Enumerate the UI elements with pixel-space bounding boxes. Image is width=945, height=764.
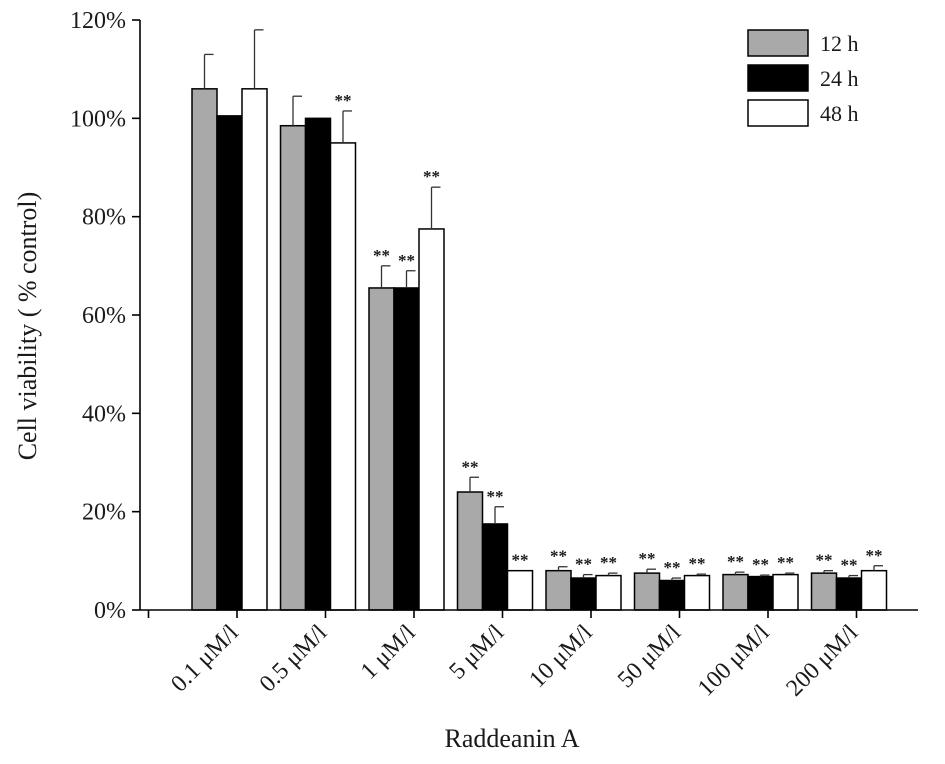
bar	[772, 573, 799, 611]
bar	[241, 88, 268, 611]
legend-swatch	[747, 64, 809, 92]
bar	[304, 117, 332, 611]
significance-mark: **	[816, 551, 833, 570]
y-tick-label: 120%	[70, 8, 126, 34]
bar	[683, 574, 711, 611]
significance-mark: **	[777, 553, 794, 572]
significance-mark: **	[335, 91, 352, 110]
significance-mark: **	[512, 551, 529, 570]
significance-mark: **	[487, 487, 504, 506]
bar	[279, 124, 307, 611]
y-tick-label: 60%	[82, 303, 126, 329]
bar	[722, 573, 749, 611]
bar	[545, 569, 572, 611]
x-tick-label: 0.5 μM/l	[255, 620, 333, 698]
bar	[658, 579, 686, 611]
significance-mark: **	[866, 546, 883, 565]
bar	[368, 287, 395, 611]
legend: 12 h 24 h 48 h	[747, 29, 859, 127]
x-axis-title: Raddeanin A	[444, 724, 579, 753]
significance-mark: **	[752, 555, 769, 574]
bar	[595, 574, 622, 611]
bar	[393, 287, 420, 611]
bar	[506, 569, 534, 611]
y-tick-label: 0%	[94, 598, 126, 624]
bar	[810, 572, 838, 611]
legend-label: 12 h	[820, 31, 859, 56]
bar	[216, 115, 243, 611]
bar	[633, 572, 661, 611]
bars-layer	[191, 88, 888, 611]
legend-label: 24 h	[820, 66, 859, 91]
y-tick-label: 80%	[82, 205, 126, 231]
y-tick-label: 40%	[82, 401, 126, 427]
bar	[860, 569, 888, 611]
bar	[570, 577, 597, 611]
error-bars-layer	[203, 29, 883, 581]
bar	[747, 575, 774, 611]
legend-swatch	[747, 29, 809, 57]
bar	[481, 523, 509, 611]
legend-swatch	[747, 99, 809, 127]
significance-mark: **	[841, 556, 858, 575]
significance-mark: **	[575, 555, 592, 574]
x-tick-label: 50 μM/l	[613, 620, 686, 693]
significance-mark: **	[639, 549, 656, 568]
significance-mark: **	[550, 547, 567, 566]
significance-mark: **	[398, 251, 415, 270]
x-tick-label: 0.1 μM/l	[166, 620, 244, 698]
significance-mark: **	[727, 552, 744, 571]
y-tick-label: 20%	[82, 500, 126, 526]
y-axis-title: Cell viability ( % control)	[13, 192, 42, 461]
significance-mark: **	[689, 554, 706, 573]
x-tick-label: 1 μM/l	[356, 620, 421, 685]
x-tick-label: 100 μM/l	[693, 620, 775, 702]
significance-mark: **	[600, 553, 617, 572]
x-tick-label: 200 μM/l	[782, 620, 864, 702]
legend-label: 48 h	[820, 101, 859, 126]
y-tick-label: 100%	[70, 106, 126, 132]
bar	[456, 491, 484, 611]
bar	[835, 577, 863, 611]
significance-mark: **	[462, 457, 479, 476]
bar	[418, 228, 445, 611]
x-tick-label: 5 μM/l	[445, 620, 510, 685]
significance-layer: ** ** ** ** ** ** ** ** ** ** ** ** ** ** ** ** ** ** **	[335, 91, 883, 577]
significance-mark: **	[423, 167, 440, 186]
significance-mark: **	[373, 246, 390, 265]
x-tick-label: 10 μM/l	[525, 620, 598, 693]
bar	[191, 88, 218, 611]
significance-mark: **	[664, 558, 681, 577]
bar	[329, 142, 357, 611]
